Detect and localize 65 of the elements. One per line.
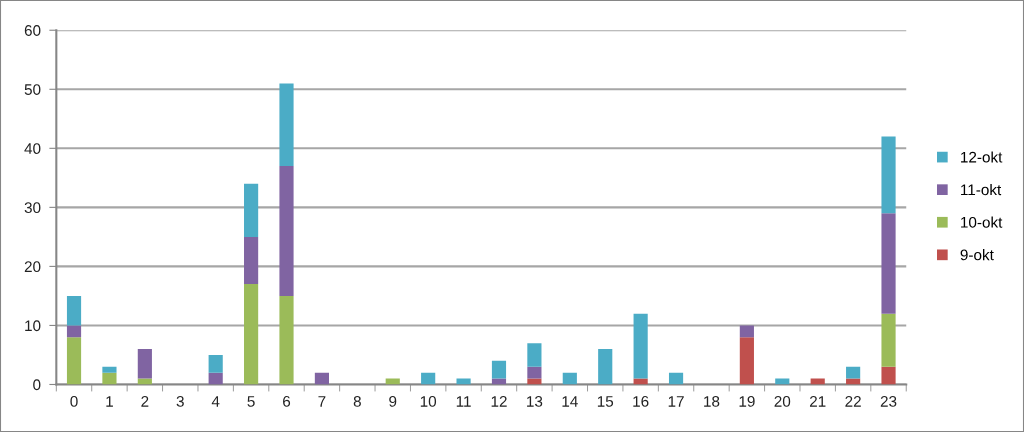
bar: [562, 372, 577, 385]
bar: [244, 284, 259, 385]
x-tick-label: 22: [845, 395, 861, 407]
bar: [421, 372, 436, 385]
x-tick-label: 4: [211, 396, 220, 407]
x-tick-label: 14: [562, 396, 578, 407]
x-tick-label: 7: [318, 396, 326, 407]
x-tick-label: 5: [247, 396, 255, 407]
x-tick-label: 12: [491, 395, 507, 407]
bar: [279, 83, 294, 167]
x-tick-label: 18: [704, 395, 720, 407]
y-tick-label: 60: [24, 25, 41, 36]
bar: [527, 366, 542, 379]
x-tick-label: 23: [880, 395, 897, 407]
bar: [739, 337, 754, 385]
x-tick-label: 16: [633, 395, 649, 407]
bar: [66, 295, 82, 326]
bar: [491, 360, 507, 379]
legend-label: 10-okt: [961, 216, 1003, 228]
bar: [739, 325, 754, 338]
x-tick-label: 13: [527, 395, 543, 407]
y-tick-label: 50: [24, 84, 41, 95]
bar: [279, 295, 294, 385]
bar: [244, 183, 259, 237]
bar: [633, 313, 648, 379]
x-tick-label: 11: [456, 396, 471, 407]
x-tick-label: 2: [141, 395, 149, 407]
x-tick-label: 0: [70, 395, 78, 407]
bar: [279, 166, 294, 296]
bar: [66, 337, 82, 385]
bar: [881, 313, 896, 367]
bar: [102, 366, 117, 373]
y-tick-label: 40: [24, 143, 41, 155]
x-tick-label: 8: [353, 395, 361, 407]
x-tick-label: 15: [597, 396, 614, 407]
legend-label: 11-okt: [961, 183, 1002, 196]
bar: [881, 213, 896, 314]
bar: [314, 372, 329, 385]
bar: [881, 136, 896, 214]
x-tick-label: 1: [106, 396, 113, 407]
bar: [244, 236, 259, 285]
bar: [66, 325, 82, 338]
bar: [881, 366, 896, 385]
y-tick-label: 0: [33, 379, 41, 391]
y-tick-label: 30: [24, 202, 41, 214]
x-tick-label: 3: [176, 395, 184, 407]
legend-label: 12-okt: [961, 151, 1003, 163]
bar: [137, 349, 152, 379]
x-tick-label: 9: [389, 395, 397, 407]
bar: [208, 372, 223, 385]
bar: [102, 372, 117, 385]
x-tick-label: 17: [668, 396, 684, 407]
bar: [527, 343, 542, 367]
bar: [208, 354, 223, 373]
x-tick-label: 21: [809, 395, 826, 407]
x-tick-label: 6: [283, 395, 291, 407]
x-tick-label: 19: [739, 395, 755, 407]
bar: [846, 366, 861, 379]
y-tick-label: 20: [24, 261, 41, 273]
legend-label: 9-okt: [960, 249, 994, 261]
bar: [668, 372, 684, 385]
y-tick-label: 10: [25, 320, 41, 332]
x-tick-label: 10: [420, 395, 437, 407]
bar: [598, 349, 613, 385]
x-tick-label: 20: [774, 395, 791, 407]
